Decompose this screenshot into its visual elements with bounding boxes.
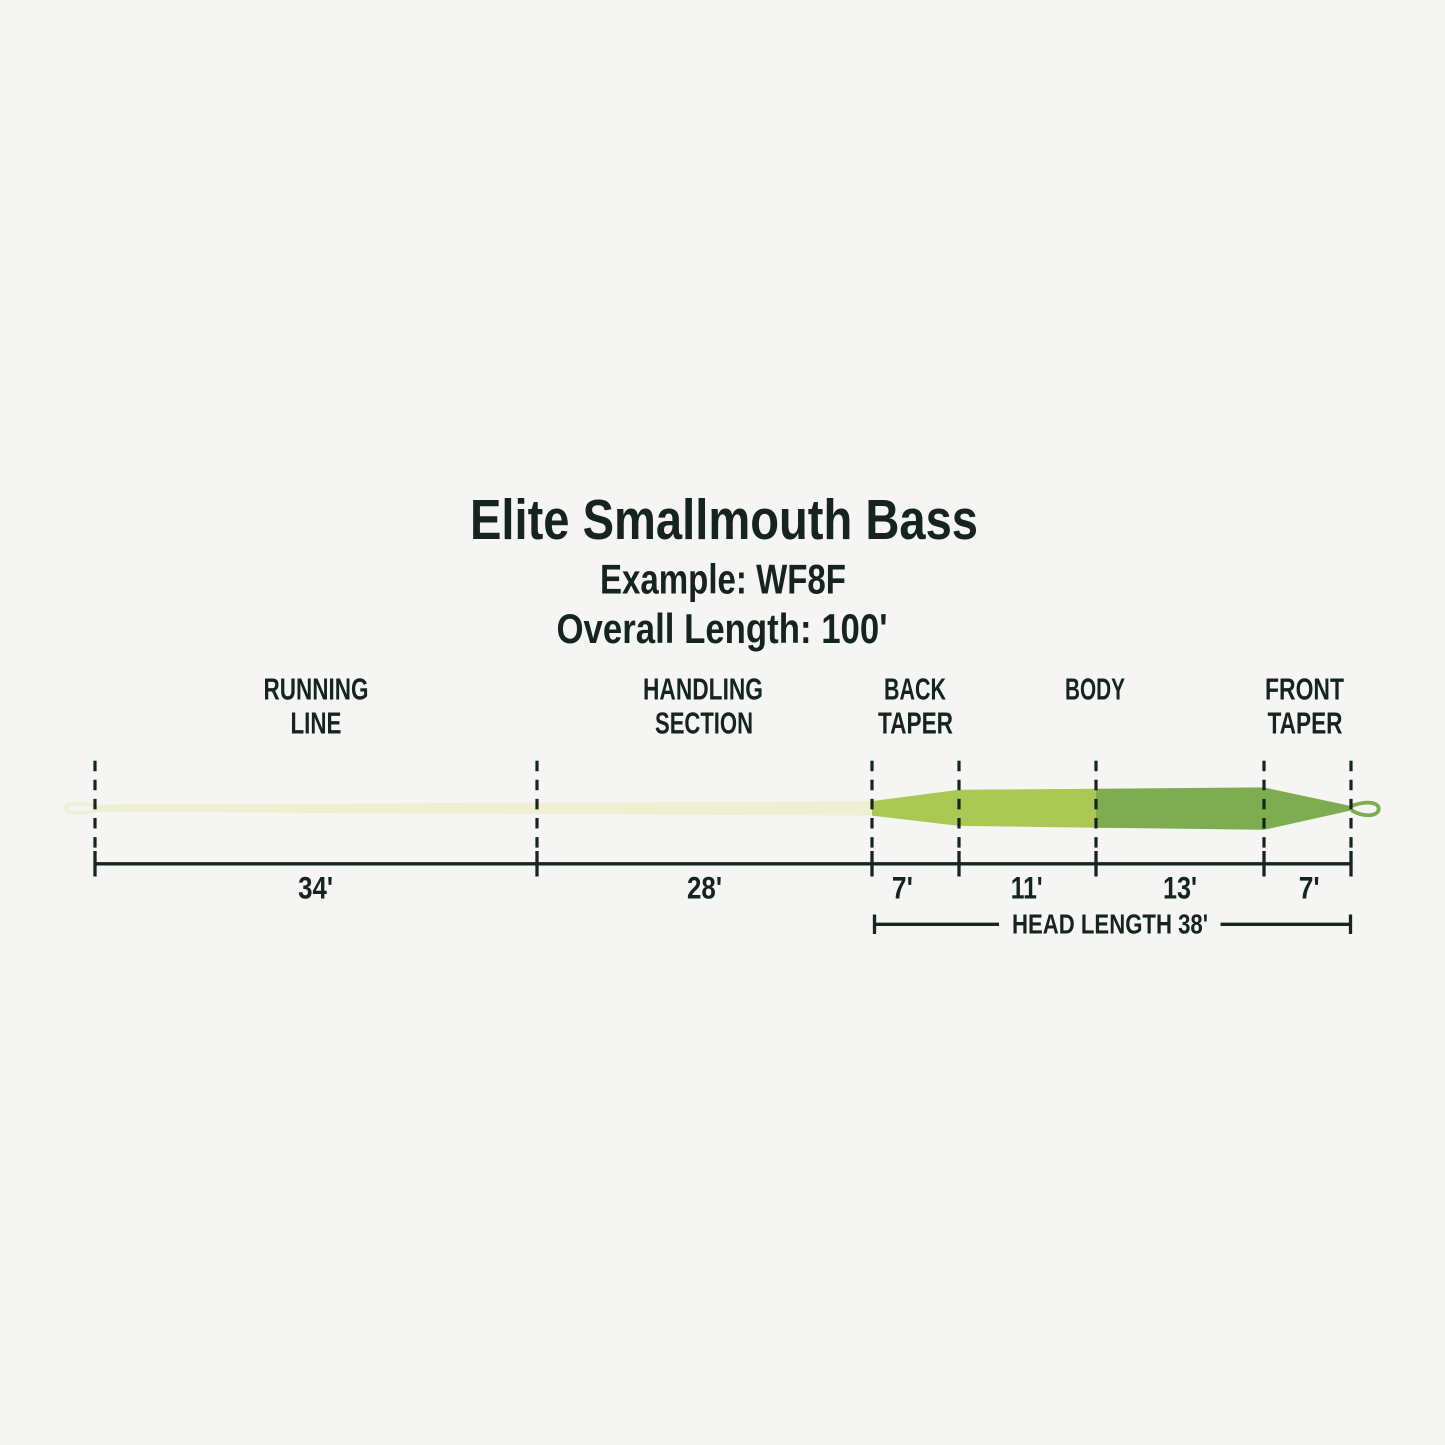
svg-text:13': 13': [1163, 869, 1197, 905]
svg-text:RUNNING: RUNNING: [264, 671, 369, 706]
svg-text:TAPER: TAPER: [878, 706, 953, 741]
svg-text:BACK: BACK: [884, 671, 946, 706]
svg-text:LINE: LINE: [291, 706, 342, 741]
svg-text:Elite Smallmouth Bass: Elite Smallmouth Bass: [470, 488, 978, 552]
svg-text:BODY: BODY: [1065, 671, 1125, 706]
svg-text:Example: WF8F: Example: WF8F: [600, 556, 846, 603]
svg-text:TAPER: TAPER: [1268, 706, 1343, 741]
svg-text:34': 34': [298, 869, 333, 905]
svg-text:11': 11': [1011, 869, 1043, 905]
svg-text:7': 7': [1299, 869, 1320, 905]
svg-text:7': 7': [892, 869, 913, 905]
svg-text:FRONT: FRONT: [1265, 671, 1344, 706]
svg-text:HANDLING: HANDLING: [643, 671, 763, 706]
svg-text:28': 28': [687, 869, 722, 905]
svg-text:Overall Length: 100': Overall Length: 100': [557, 605, 888, 652]
svg-text:SECTION: SECTION: [655, 706, 753, 741]
svg-text:HEAD LENGTH 38': HEAD LENGTH 38': [1012, 909, 1208, 940]
